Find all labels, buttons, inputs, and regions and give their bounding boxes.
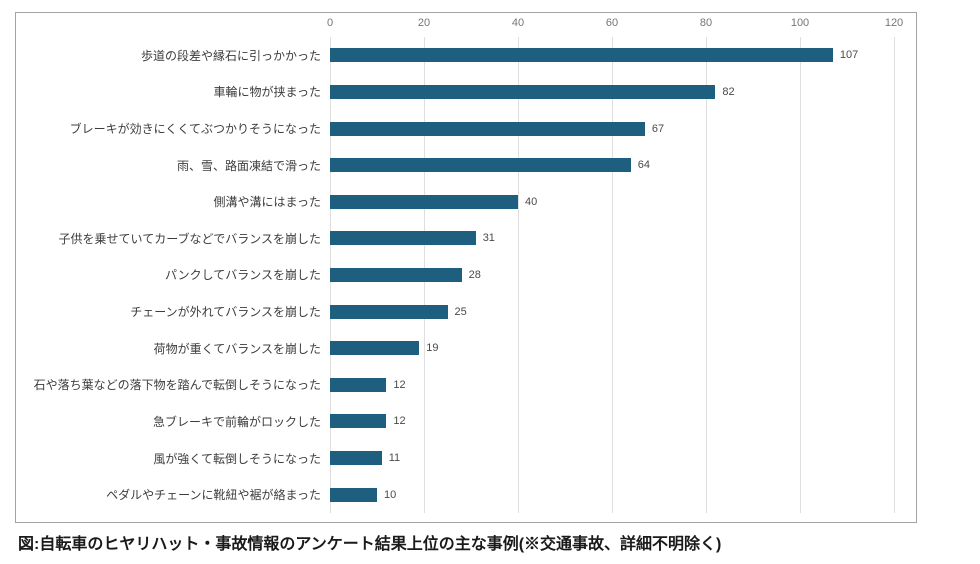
bar: [330, 341, 420, 356]
value-label: 12: [393, 415, 406, 428]
bar-track: 19: [330, 330, 894, 367]
bar-track: 28: [330, 257, 894, 294]
bar: [330, 158, 631, 173]
value-label: 40: [525, 195, 538, 208]
bar-row: 子供を乗せていてカーブなどでバランスを崩した 31: [16, 220, 894, 257]
bar-row: 急ブレーキで前輪がロックした 12: [16, 403, 894, 440]
value-label: 64: [637, 159, 651, 172]
value-label: 67: [651, 122, 665, 135]
category-label: 子供を乗せていてカーブなどでバランスを崩した: [58, 231, 321, 246]
category-label: 石や落ち葉などの落下物を踏んで転倒しそうになった: [33, 378, 321, 393]
bar-row: チェーンが外れてバランスを崩した 25: [16, 293, 894, 330]
bar-track: 67: [330, 110, 894, 147]
bar-row: 石や落ち葉などの落下物を踏んで転倒しそうになった 12: [16, 366, 894, 403]
value-label: 25: [454, 305, 467, 318]
bar-row: 車輪に物が挟まった 82: [16, 74, 894, 111]
category-label: 側溝や溝にはまった: [213, 195, 321, 210]
bar: [330, 121, 645, 136]
value-label: 28: [468, 268, 481, 281]
bar: [330, 267, 462, 282]
category-label: ペダルやチェーンに靴紐や裾が絡まった: [106, 488, 321, 503]
bar: [330, 487, 377, 502]
bar-row: ペダルやチェーンに靴紐や裾が絡まった 10: [16, 476, 894, 513]
x-axis-tick-label: 20: [417, 17, 431, 29]
category-label: 雨、雪、路面凍結で滑った: [176, 158, 321, 173]
bar: [330, 231, 476, 246]
x-axis-tick-label: 60: [605, 17, 619, 29]
bar-track: 31: [330, 220, 894, 257]
value-label: 10: [384, 488, 397, 501]
bar-track: 10: [330, 476, 894, 513]
bar-track: 64: [330, 147, 894, 184]
bar-track: 82: [330, 74, 894, 111]
chart-frame: 0 20 40 60 80 100 120 歩道の段差や縁石に引っかかった 107 車輪に物…: [15, 12, 917, 523]
category-label: 風が強くて転倒しそうになった: [153, 451, 321, 466]
gridline: [518, 37, 519, 513]
bar-row: 風が強くて転倒しそうになった 11: [16, 440, 894, 477]
x-axis-tick-label: 40: [511, 17, 525, 29]
value-label: 107: [839, 49, 859, 62]
bar: [330, 451, 382, 465]
category-label: 車輪に物が挟まった: [213, 85, 321, 100]
bar-track: 25: [330, 293, 894, 330]
value-label: 19: [426, 342, 439, 355]
bar: [330, 84, 716, 99]
x-axis-tick-label: 0: [326, 17, 334, 29]
category-label: パンクしてバランスを崩した: [164, 268, 321, 283]
x-axis: 0 20 40 60 80 100 120: [326, 17, 903, 31]
bar-row: パンクしてバランスを崩した 28: [16, 257, 894, 294]
bar-track: 40: [330, 183, 894, 220]
gridline: [706, 37, 707, 513]
gridline: [800, 37, 801, 513]
bar-track: 107: [330, 37, 894, 74]
category-label: 急ブレーキで前輪がロックした: [152, 414, 321, 429]
x-axis-tick-label: 120: [884, 17, 904, 29]
category-label: ブレーキが効きにくくてぶつかりそうになった: [69, 122, 321, 137]
bar: [330, 304, 448, 319]
bar-row: 歩道の段差や縁石に引っかかった 107: [16, 37, 894, 74]
category-label: 歩道の段差や縁石に引っかかった: [140, 48, 321, 63]
bar-track: 11: [330, 440, 894, 477]
category-label: チェーンが外れてバランスを崩した: [130, 305, 321, 320]
x-axis-tick-label: 100: [790, 17, 810, 29]
bar-row: 雨、雪、路面凍結で滑った 64: [16, 147, 894, 184]
bar-row: 側溝や溝にはまった 40: [16, 183, 894, 220]
figure-caption: 図:自転車のヒヤリハット・事故情報のアンケート結果上位の主な事例(※交通事故、詳…: [18, 536, 722, 553]
bar-rows: 歩道の段差や縁石に引っかかった 107 車輪に物が挟まった 82 ブレーキが効き…: [16, 37, 894, 513]
value-label: 82: [722, 85, 735, 98]
bar: [330, 414, 387, 429]
bar-track: 12: [330, 366, 894, 403]
bar-row: 荷物が重くてバランスを崩した 19: [16, 330, 894, 367]
gridline: [894, 37, 895, 513]
value-label: 31: [482, 232, 495, 245]
bar: [330, 377, 387, 392]
bar-row: ブレーキが効きにくくてぶつかりそうになった 67: [16, 110, 894, 147]
bar: [330, 194, 518, 209]
gridline: [612, 37, 613, 513]
value-label: 11: [388, 452, 401, 464]
bar-track: 12: [330, 403, 894, 440]
value-label: 12: [393, 378, 406, 391]
category-label: 荷物が重くてバランスを崩した: [153, 341, 321, 356]
x-axis-tick-label: 80: [699, 17, 713, 29]
bar: [330, 48, 833, 63]
